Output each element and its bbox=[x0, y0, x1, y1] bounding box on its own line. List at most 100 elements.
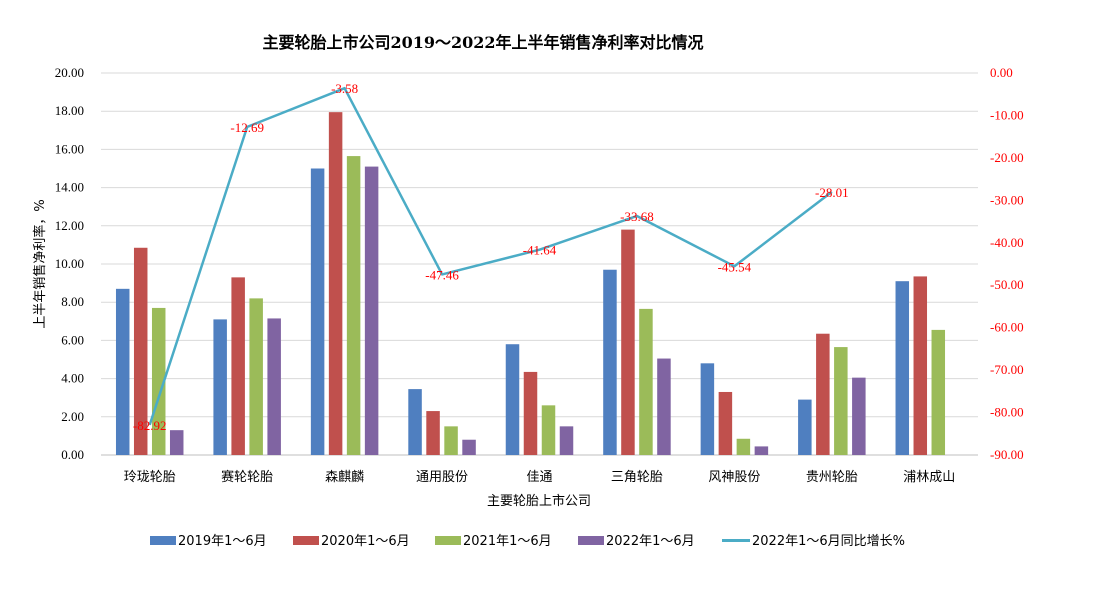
chart-title: 主要轮胎上市公司2019～2022年上半年销售净利率对比情况 bbox=[262, 33, 703, 52]
category-label: 通用股份 bbox=[416, 470, 468, 485]
y2-tick-label: -40.00 bbox=[990, 235, 1024, 250]
data-label: -41.64 bbox=[523, 243, 557, 258]
bar bbox=[523, 371, 538, 455]
data-label: -28.01 bbox=[815, 185, 849, 200]
legend-swatch bbox=[435, 536, 461, 545]
bar bbox=[115, 288, 130, 455]
bar bbox=[798, 399, 812, 455]
y2-tick-label: -30.00 bbox=[990, 192, 1024, 207]
bar bbox=[931, 329, 946, 455]
y-tick-label: 16.00 bbox=[55, 141, 84, 156]
legend-label: 2021年1～6月 bbox=[463, 534, 552, 549]
legend-item: 2021年1～6月 bbox=[435, 534, 552, 549]
y2-tick-label: -80.00 bbox=[990, 405, 1024, 420]
bar bbox=[754, 446, 769, 455]
bar bbox=[249, 298, 263, 455]
legend-label: 2022年1～6月 bbox=[606, 534, 695, 549]
bar bbox=[718, 391, 733, 455]
category-label: 佳通 bbox=[526, 470, 552, 485]
growth-line bbox=[148, 86, 833, 426]
y-axis-right: 0.00 -10.00 -20.00 -30.00 -40.00 -50.00 -60.00… bbox=[990, 65, 1024, 462]
bar bbox=[346, 156, 361, 455]
bar bbox=[505, 344, 520, 455]
bar bbox=[816, 333, 830, 455]
legend-item: 2022年1～6月 bbox=[578, 534, 695, 549]
bar bbox=[462, 439, 476, 455]
y-tick-label: 10.00 bbox=[55, 256, 84, 271]
y-tick-label: 6.00 bbox=[61, 332, 84, 347]
legend-item: 2019年1～6月 bbox=[150, 534, 267, 549]
bar bbox=[700, 363, 715, 455]
y-tick-label: 8.00 bbox=[61, 294, 84, 309]
legend-item: 2022年1～6月同比增长% bbox=[722, 534, 905, 549]
legend: 2019年1～6月 2020年1～6月 2021年1～6月 2022年1～6月 2022… bbox=[150, 534, 905, 549]
legend-label: 2020年1～6月 bbox=[321, 534, 410, 549]
legend-label: 2022年1～6月同比增长% bbox=[752, 534, 905, 549]
data-label: -12.69 bbox=[230, 120, 264, 135]
category-label: 贵州轮胎 bbox=[806, 470, 858, 485]
y-tick-label: 2.00 bbox=[61, 409, 84, 424]
bar bbox=[231, 277, 245, 455]
data-label: -45.54 bbox=[718, 259, 752, 274]
legend-label: 2019年1～6月 bbox=[178, 534, 267, 549]
category-label: 玲珑轮胎 bbox=[124, 470, 176, 485]
bar bbox=[444, 426, 458, 455]
bar bbox=[603, 269, 617, 455]
y-tick-label: 4.00 bbox=[61, 371, 84, 386]
legend-swatch bbox=[578, 536, 604, 545]
bar bbox=[852, 377, 866, 455]
category-labels: 玲珑轮胎 赛轮轮胎 森麒麟 通用股份 佳通 三角轮胎 风神股份 贵州轮胎 浦林成山 bbox=[124, 469, 956, 485]
bar bbox=[213, 319, 227, 455]
bar bbox=[895, 281, 910, 455]
legend-item: 2020年1～6月 bbox=[293, 534, 410, 549]
bar bbox=[408, 389, 422, 455]
y2-tick-label: -60.00 bbox=[990, 320, 1024, 335]
bar-series bbox=[115, 112, 946, 455]
legend-swatch bbox=[293, 536, 319, 545]
y-axis-title: 上半年销售净利率，% bbox=[32, 199, 48, 328]
category-label: 森麒麟 bbox=[325, 469, 364, 485]
data-labels: -82.92 -12.69 -3.58 -47.46 -41.64 -33.68 -45.5… bbox=[133, 81, 849, 433]
bar bbox=[559, 426, 574, 455]
bar bbox=[541, 405, 556, 455]
data-label: -33.68 bbox=[620, 209, 654, 224]
bar bbox=[169, 430, 184, 455]
category-label: 三角轮胎 bbox=[611, 470, 663, 485]
bar bbox=[736, 438, 751, 455]
bar bbox=[267, 318, 281, 455]
x-axis-title: 主要轮胎上市公司 bbox=[487, 493, 591, 509]
bar bbox=[133, 247, 148, 455]
bar bbox=[913, 276, 928, 455]
bar bbox=[328, 112, 343, 455]
growth-line-path bbox=[148, 86, 833, 426]
y2-tick-label: -70.00 bbox=[990, 362, 1024, 377]
y-tick-label: 14.00 bbox=[55, 180, 84, 195]
y2-tick-label: -10.00 bbox=[990, 107, 1024, 122]
legend-swatch bbox=[150, 536, 176, 545]
y-tick-label: 12.00 bbox=[55, 218, 84, 233]
y2-tick-label: -20.00 bbox=[990, 150, 1024, 165]
data-label: -47.46 bbox=[425, 267, 459, 282]
category-label: 赛轮轮胎 bbox=[221, 469, 273, 485]
category-label: 风神股份 bbox=[708, 470, 760, 485]
bar bbox=[621, 229, 635, 455]
bar bbox=[310, 168, 325, 455]
bar bbox=[657, 358, 671, 455]
bar bbox=[151, 307, 166, 455]
bar bbox=[834, 347, 848, 455]
y2-tick-label: -50.00 bbox=[990, 277, 1024, 292]
bar bbox=[364, 166, 379, 455]
category-label: 浦林成山 bbox=[903, 470, 955, 485]
y2-tick-label: -90.00 bbox=[990, 447, 1024, 462]
data-label: -3.58 bbox=[331, 81, 358, 96]
gridlines bbox=[101, 72, 978, 456]
y-tick-label: 0.00 bbox=[61, 447, 84, 462]
y2-tick-label: 0.00 bbox=[990, 65, 1013, 80]
y-axis-left: 0.00 2.00 4.00 6.00 8.00 10.00 12.00 14.00 16.00… bbox=[55, 65, 84, 462]
y-tick-label: 20.00 bbox=[55, 65, 84, 80]
bar bbox=[639, 308, 653, 455]
bar bbox=[426, 411, 440, 455]
y-tick-label: 18.00 bbox=[55, 103, 84, 118]
data-label: -82.92 bbox=[133, 418, 167, 433]
